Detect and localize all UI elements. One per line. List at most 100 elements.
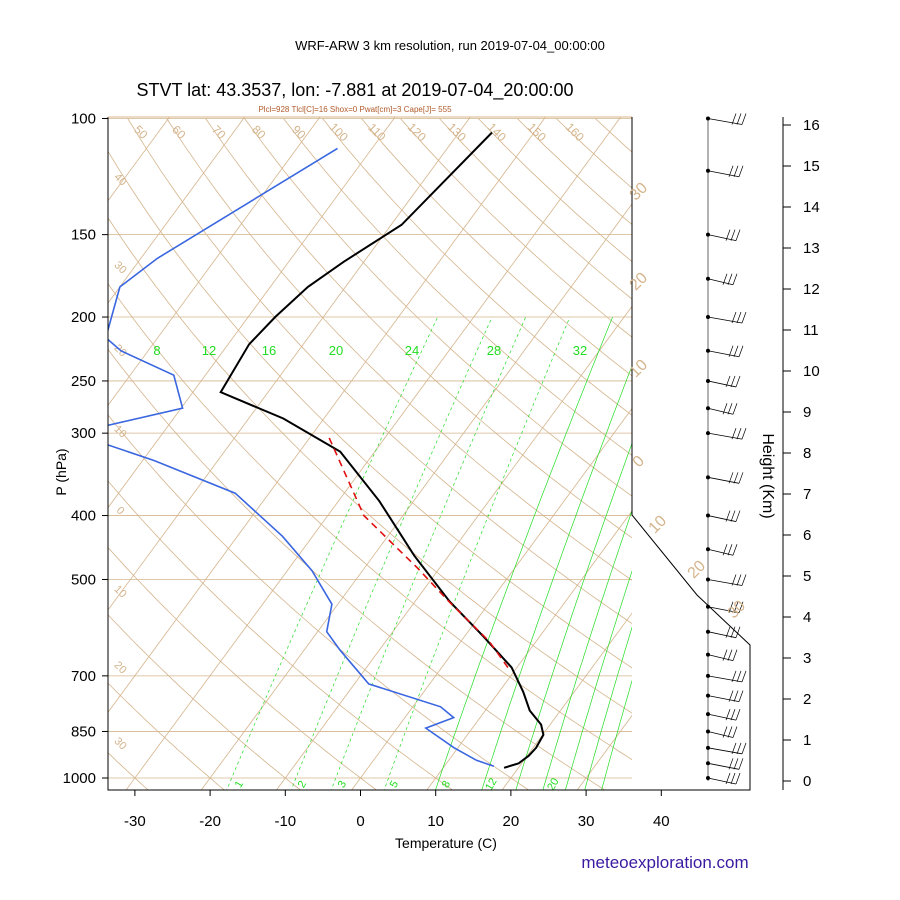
dry-adiabat-label: 30 bbox=[627, 179, 652, 204]
height-tick-label-16: 16 bbox=[803, 117, 820, 134]
mixing-ratio-line bbox=[435, 316, 613, 790]
dry-adiabat-label: 10 bbox=[627, 356, 652, 381]
isotherm-label: 30 bbox=[112, 735, 129, 752]
height-tick-label-9: 9 bbox=[803, 404, 811, 421]
isotherm-line bbox=[108, 117, 471, 611]
mixing-ratio-label: 24 bbox=[405, 343, 419, 358]
wind-barb bbox=[707, 747, 743, 755]
wind-barb-feather bbox=[732, 544, 738, 556]
dry-adiabat bbox=[166, 118, 632, 581]
wind-barb-feather bbox=[728, 345, 734, 357]
wind-barb-feather bbox=[738, 165, 744, 177]
dry-adiabat bbox=[205, 118, 632, 539]
isotherm-line bbox=[501, 612, 632, 790]
dry-adiabat bbox=[244, 118, 632, 497]
mixing-ratio-line bbox=[290, 316, 493, 790]
x-tick-label--20: -20 bbox=[199, 813, 221, 830]
isotherm-label: 110 bbox=[365, 120, 389, 144]
height-tick-label-13: 13 bbox=[803, 240, 820, 257]
wind-barb-feather bbox=[722, 403, 728, 415]
wind-barb-feather bbox=[727, 273, 733, 285]
wind-barb bbox=[707, 654, 734, 662]
wind-barb bbox=[707, 762, 740, 770]
isotherm-label: 120 bbox=[405, 120, 429, 144]
wind-barb bbox=[707, 432, 743, 440]
x-tick-label-0: 0 bbox=[356, 813, 364, 830]
wind-barb-feather bbox=[735, 626, 741, 638]
wind-barb-feather bbox=[728, 601, 734, 613]
dry-adiabat bbox=[555, 118, 632, 189]
wind-barb-feather bbox=[727, 544, 733, 556]
x-tick-label--30: -30 bbox=[124, 813, 146, 830]
mixing-ratio-label: 5 bbox=[388, 779, 401, 790]
wind-barb bbox=[707, 695, 740, 702]
height-tick-label-10: 10 bbox=[803, 363, 820, 380]
isotherm-line bbox=[351, 407, 632, 790]
wind-barb-feather bbox=[738, 758, 744, 770]
dry-adiabat-label: 30 bbox=[725, 597, 750, 622]
wind-barb-feather bbox=[736, 428, 742, 440]
wind-barb-feather bbox=[731, 113, 737, 125]
isotherm-label: 100 bbox=[327, 120, 351, 144]
x-tick-label-20: 20 bbox=[503, 813, 520, 830]
isotherm-label: 70 bbox=[209, 122, 229, 142]
mixing-ratio-label: 8 bbox=[153, 343, 160, 358]
mixing-ratio-line bbox=[542, 509, 632, 790]
dry-adiabat bbox=[108, 150, 632, 669]
run-title: WRF-ARW 3 km resolution, run 2019-07-04_… bbox=[295, 38, 605, 53]
wind-barb-feather bbox=[736, 113, 742, 125]
mixing-ratio-line bbox=[330, 316, 527, 790]
dry-adiabat bbox=[673, 119, 900, 793]
mixing-ratio-line bbox=[515, 442, 632, 790]
mixing-ratio-label: 2 bbox=[296, 779, 309, 790]
wind-barb bbox=[707, 675, 743, 683]
wind-barb-feather bbox=[738, 345, 744, 357]
dry-adiabat bbox=[361, 118, 632, 377]
mixing-ratio-label: 3 bbox=[336, 779, 349, 790]
mixing-ratio-label: 32 bbox=[573, 343, 587, 358]
dry-adiabat-label: 20 bbox=[685, 557, 710, 582]
wind-barb-feather bbox=[733, 690, 739, 702]
height-tick-label-2: 2 bbox=[803, 691, 811, 708]
wind-barb-feather bbox=[728, 758, 734, 770]
x-tick-label--10: -10 bbox=[274, 813, 296, 830]
wind-barb bbox=[707, 579, 743, 586]
y-tick-label-500: 500 bbox=[71, 571, 96, 588]
dry-adiabat bbox=[127, 118, 632, 625]
wind-barb-feather bbox=[732, 726, 738, 738]
isotherm-line bbox=[0, 104, 104, 792]
isotherm-line bbox=[576, 714, 632, 790]
isotherm-line bbox=[108, 117, 246, 304]
wind-barb-feather bbox=[741, 428, 747, 440]
wind-barb-feather bbox=[741, 574, 747, 586]
wind-barb bbox=[707, 278, 734, 286]
wind-barb-feather bbox=[731, 428, 737, 440]
x-axis-label: Temperature (C) bbox=[395, 835, 497, 851]
height-tick-label-14: 14 bbox=[803, 199, 820, 216]
dry-adiabat bbox=[108, 480, 454, 790]
wind-barb-feather bbox=[735, 772, 741, 785]
wind-barb-feather bbox=[725, 229, 731, 241]
wind-barb bbox=[707, 606, 740, 614]
wind-barb-feather bbox=[731, 742, 737, 754]
wind-barb-feather bbox=[725, 626, 731, 638]
wind-barb-feather bbox=[727, 726, 733, 738]
wind-barb bbox=[707, 350, 740, 358]
wind-barb-feather bbox=[728, 165, 734, 177]
wind-barb-feather bbox=[738, 472, 744, 484]
right-axis-label: Height (Km) bbox=[759, 433, 776, 518]
mixing-ratio-line bbox=[481, 364, 632, 790]
mixing-ratio-line bbox=[383, 316, 571, 790]
dry-adiabat bbox=[439, 118, 632, 300]
wind-barb-feather bbox=[728, 690, 734, 702]
site-credit[interactable]: meteoexploration.com bbox=[581, 853, 748, 872]
wind-barb-feather bbox=[735, 510, 741, 522]
wind-barb-feather bbox=[730, 772, 736, 785]
wind-barb-feather bbox=[722, 273, 728, 285]
wind-barb bbox=[707, 476, 740, 484]
wind-barb-feather bbox=[736, 670, 742, 682]
y-tick-label-250: 250 bbox=[71, 373, 96, 390]
wind-barb-feather bbox=[725, 375, 731, 388]
wind-barb-feather bbox=[725, 772, 731, 785]
